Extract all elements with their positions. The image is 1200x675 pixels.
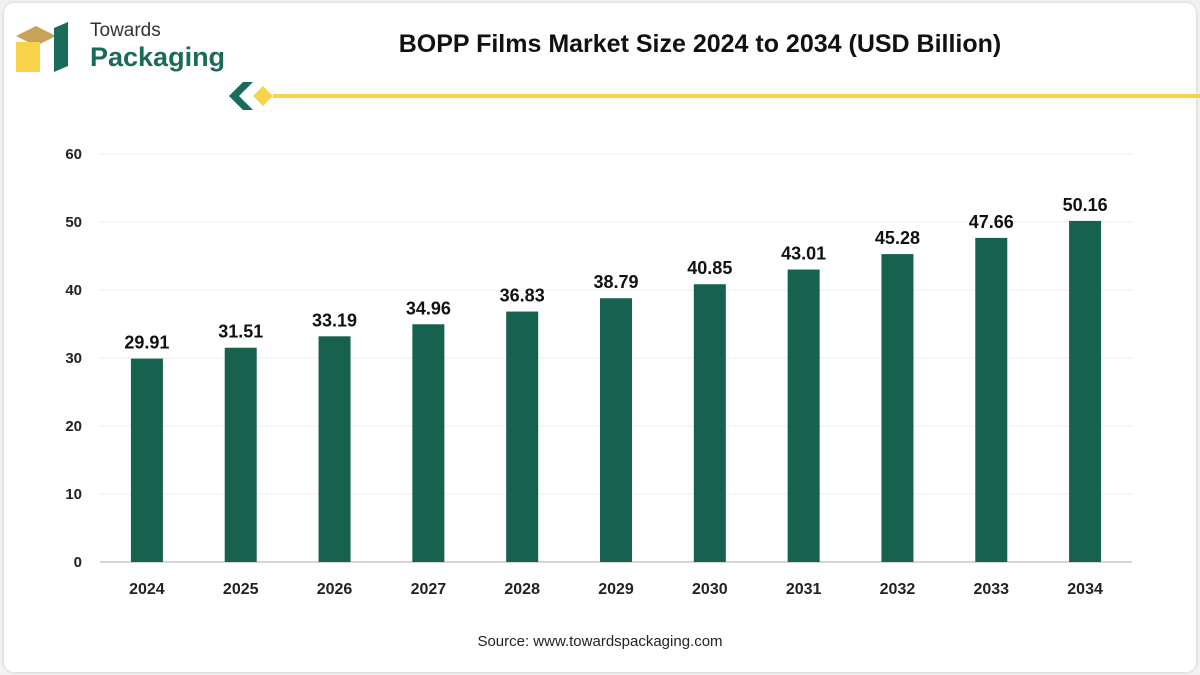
data-label: 29.91 xyxy=(124,333,169,353)
x-tick-label: 2033 xyxy=(973,581,1009,598)
x-tick-label: 2026 xyxy=(317,581,353,598)
source-note: Source: www.towardspackaging.com xyxy=(477,633,723,650)
data-label: 33.19 xyxy=(312,310,357,330)
x-tick-label: 2027 xyxy=(411,581,447,598)
bar xyxy=(130,358,163,562)
y-tick-label: 20 xyxy=(65,418,82,435)
x-tick-label: 2025 xyxy=(223,581,259,598)
x-tick-label: 2029 xyxy=(598,581,634,598)
bar xyxy=(412,324,445,562)
y-tick-label: 0 xyxy=(74,554,82,571)
data-label: 36.83 xyxy=(500,286,545,306)
logo-text-towards: Towards xyxy=(90,20,161,41)
data-label: 50.16 xyxy=(1063,195,1108,215)
divider-line xyxy=(273,94,1200,98)
box-logo-icon xyxy=(16,22,68,72)
bar xyxy=(787,269,820,562)
x-tick-label: 2030 xyxy=(692,581,728,598)
bar xyxy=(1069,220,1102,563)
x-tick-label: 2024 xyxy=(129,581,165,598)
towards-packaging-logo: Towards Packaging xyxy=(14,18,226,78)
data-label: 43.01 xyxy=(781,244,826,264)
bar xyxy=(318,336,351,562)
divider-chevron-icon xyxy=(229,82,253,110)
x-tick-label: 2034 xyxy=(1067,581,1103,598)
y-tick-label: 60 xyxy=(65,146,82,163)
title-divider xyxy=(229,82,1200,110)
divider-diamond-icon xyxy=(253,86,273,106)
x-tick-label: 2028 xyxy=(504,581,540,598)
labels-layer: 010203040506029.91202431.51202533.192026… xyxy=(65,146,1107,598)
logo-text-packaging: Packaging xyxy=(90,42,226,72)
chart-title: BOPP Films Market Size 2024 to 2034 (USD… xyxy=(398,30,1002,58)
bar xyxy=(600,298,632,562)
x-tick-label: 2032 xyxy=(880,581,916,598)
bar xyxy=(975,237,1008,563)
data-label: 40.85 xyxy=(687,258,732,278)
data-label: 34.96 xyxy=(406,298,451,318)
bar xyxy=(881,254,914,562)
data-label: 47.66 xyxy=(969,212,1014,232)
x-tick-label: 2031 xyxy=(786,581,822,598)
data-label: 38.79 xyxy=(593,272,638,292)
bars-layer xyxy=(130,220,1102,563)
bar xyxy=(506,311,539,562)
y-tick-label: 30 xyxy=(65,350,82,367)
y-tick-label: 50 xyxy=(65,214,82,231)
y-tick-label: 10 xyxy=(65,486,82,503)
data-label: 45.28 xyxy=(875,228,920,248)
bar xyxy=(224,347,257,562)
bar xyxy=(693,284,726,562)
y-tick-label: 40 xyxy=(65,282,82,299)
data-label: 31.51 xyxy=(218,322,263,342)
